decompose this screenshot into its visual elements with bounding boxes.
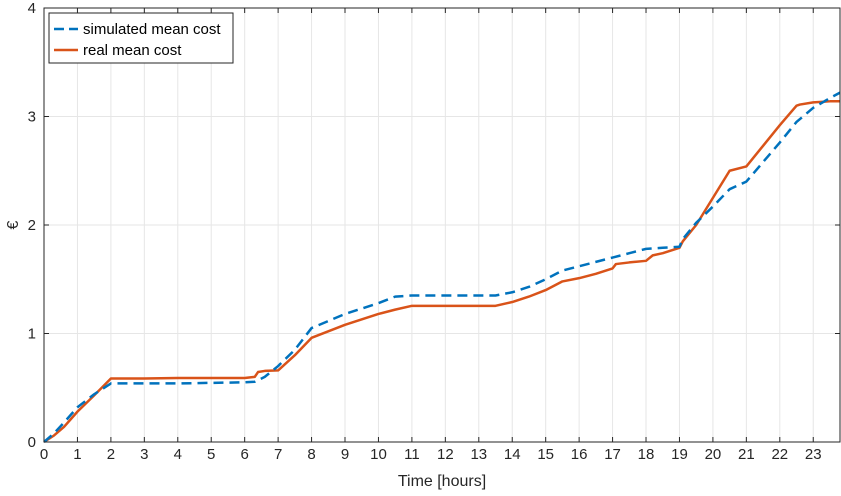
- x-tick-label: 1: [73, 446, 81, 463]
- x-tick-label: 22: [771, 446, 788, 463]
- legend-label-real: real mean cost: [83, 42, 182, 59]
- x-axis-label: Time [hours]: [398, 473, 486, 490]
- x-tick-label: 2: [107, 446, 115, 463]
- x-tick-label: 20: [705, 446, 722, 463]
- x-tick-label: 14: [504, 446, 521, 463]
- x-axis: 0 1 2 3 4 5 6 7 8 9 10 11 12 13 14 15 16 17 18 19 20 21 22 23: [40, 8, 822, 463]
- x-tick-label: 8: [307, 446, 315, 463]
- x-tick-label: 7: [274, 446, 282, 463]
- x-tick-label: 21: [738, 446, 755, 463]
- x-tick-label: 5: [207, 446, 215, 463]
- x-tick-label: 19: [671, 446, 688, 463]
- y-tick-label: 4: [28, 0, 36, 17]
- x-tick-label: 0: [40, 446, 48, 463]
- y-axis: 0 1 2 3 4: [28, 0, 840, 451]
- x-tick-label: 18: [638, 446, 655, 463]
- series-line-simulated: [43, 91, 841, 443]
- x-tick-label: 10: [370, 446, 387, 463]
- x-tick-label: 3: [140, 446, 148, 463]
- x-tick-label: 11: [404, 446, 420, 463]
- x-tick-label: 9: [341, 446, 349, 463]
- y-tick-label: 2: [28, 217, 36, 234]
- series-layer: [43, 91, 841, 444]
- legend-label-simulated: simulated mean cost: [83, 21, 221, 38]
- x-tick-label: 17: [604, 446, 621, 463]
- x-tick-label: 16: [571, 446, 588, 463]
- series-line-real: [43, 100, 840, 444]
- x-tick-label: 23: [805, 446, 822, 463]
- y-tick-label: 1: [28, 326, 36, 343]
- y-tick-label: 3: [28, 109, 36, 126]
- x-tick-label: 13: [470, 446, 487, 463]
- grid: [43, 7, 840, 443]
- x-tick-label: 15: [537, 446, 554, 463]
- y-axis-label: €: [5, 220, 22, 229]
- legend-box: [48, 12, 234, 64]
- y-tick-label: 0: [28, 434, 36, 451]
- x-tick-label: 6: [241, 446, 249, 463]
- x-tick-label: 12: [437, 446, 454, 463]
- x-tick-label: 4: [174, 446, 182, 463]
- legend: simulated mean cost real mean cost: [48, 12, 234, 64]
